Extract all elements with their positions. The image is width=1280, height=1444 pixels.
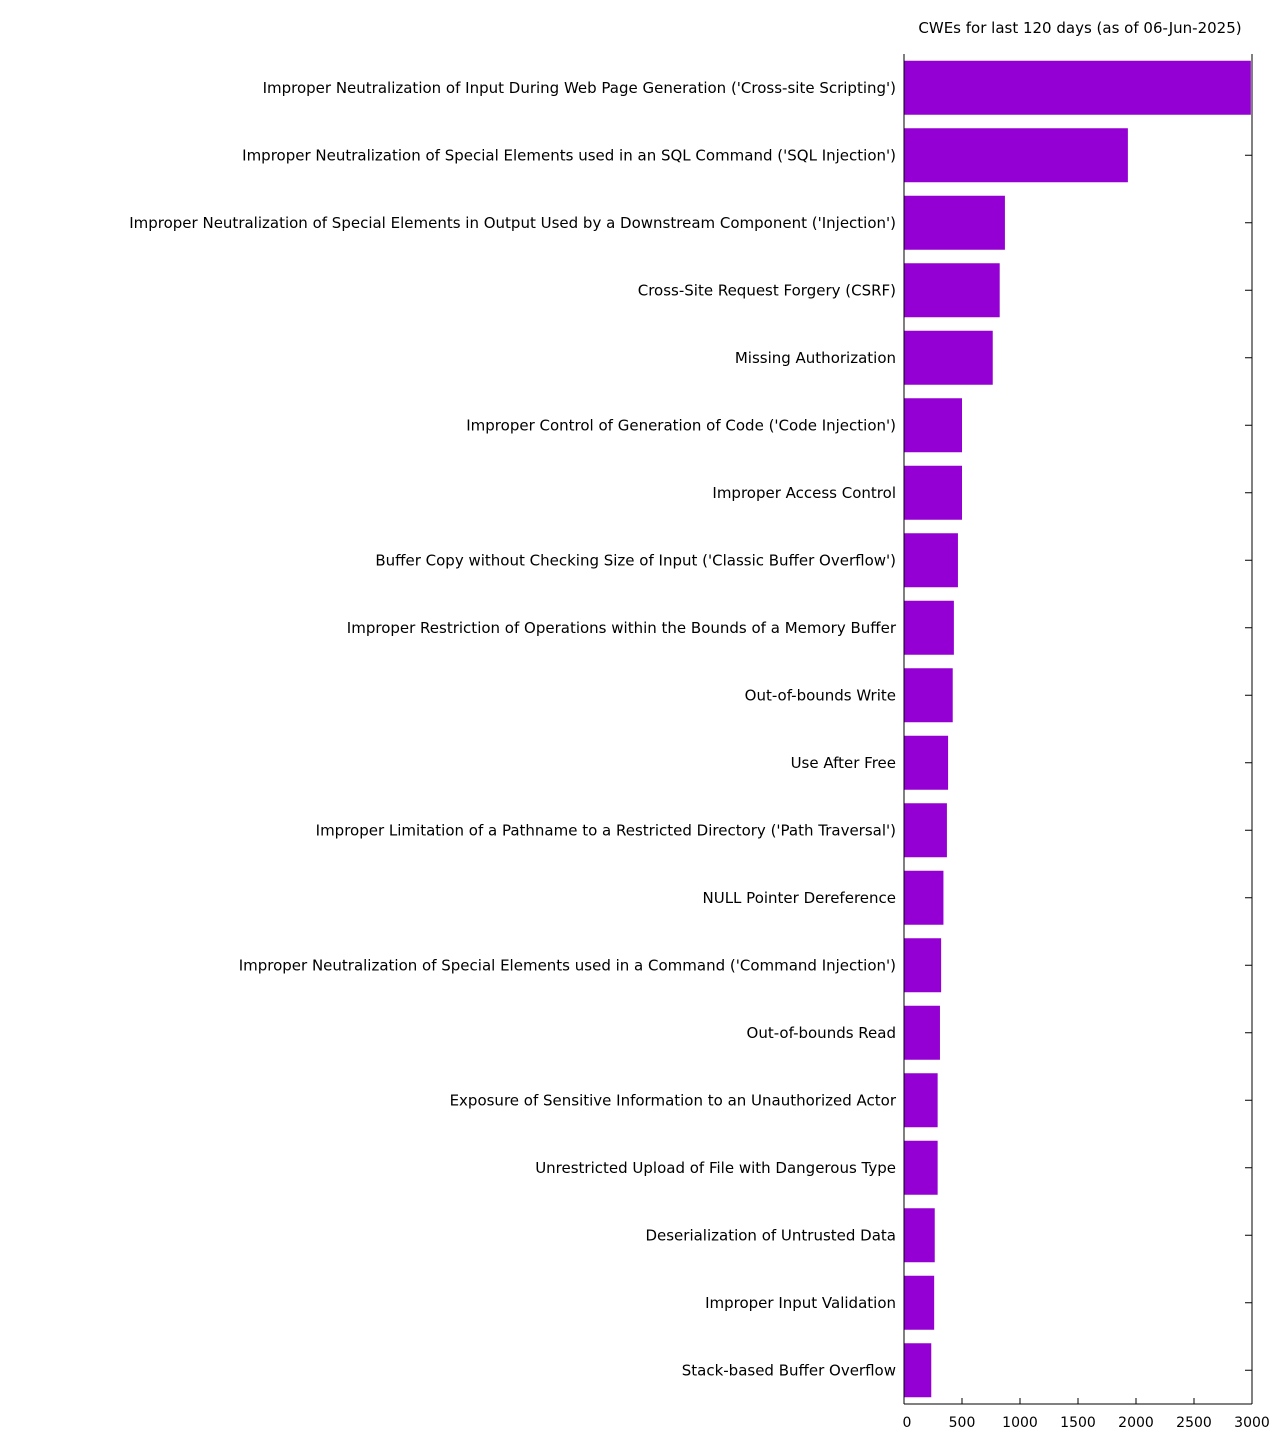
category-label: Buffer Copy without Checking Size of Inp… [375,551,896,569]
bar [904,195,1005,250]
category-label: Unrestricted Upload of File with Dangero… [535,1159,896,1177]
bar [904,938,942,993]
x-tick-label: 2000 [1118,1415,1154,1431]
bar [904,870,944,925]
bar [904,1140,938,1195]
x-tick-label: 2500 [1176,1415,1212,1431]
bars-layer [904,60,1251,1398]
category-label: Improper Access Control [712,484,896,502]
bar [904,735,949,790]
category-label: Out-of-bounds Read [747,1024,896,1042]
category-label: Improper Limitation of a Pathname to a R… [316,821,896,839]
bar [904,1005,940,1060]
category-label: Use After Free [791,754,896,772]
bar [904,1343,932,1398]
bar [904,600,954,655]
x-tick-label: 1500 [1060,1415,1096,1431]
bar [904,128,1128,183]
x-tick-label: 3000 [1234,1415,1270,1431]
x-tick-label: 1000 [1002,1415,1038,1431]
category-label: Stack-based Buffer Overflow [682,1361,896,1379]
category-label: Improper Neutralization of Special Eleme… [239,956,896,974]
category-label: Exposure of Sensitive Information to an … [450,1091,897,1109]
x-tick-label: 0 [903,1415,912,1431]
category-label: Deserialization of Untrusted Data [645,1226,896,1244]
bar [904,1275,935,1330]
bar [904,398,962,453]
category-label: Improper Control of Generation of Code (… [466,416,896,434]
category-label: Improper Neutralization of Input During … [263,79,896,97]
bar [904,330,993,385]
bar [904,60,1251,115]
bar [904,668,953,723]
category-label: Missing Authorization [735,349,896,367]
category-label: Out-of-bounds Write [745,686,896,704]
category-label: Improper Neutralization of Special Eleme… [242,146,896,164]
category-label: Improper Input Validation [705,1294,896,1312]
x-tick-label: 500 [949,1415,976,1431]
category-label: Improper Restriction of Operations withi… [347,619,897,637]
category-labels: Improper Neutralization of Input During … [129,79,897,1380]
category-label: Cross-Site Request Forgery (CSRF) [638,281,896,299]
bar [904,1208,935,1263]
bar [904,1073,938,1128]
bar [904,263,1000,318]
chart-title: CWEs for last 120 days (as of 06-Jun-202… [918,19,1241,37]
bar [904,465,962,520]
category-label: Improper Neutralization of Special Eleme… [129,214,896,232]
category-label: NULL Pointer Dereference [703,889,897,907]
axes: 0 500 1000 1500 2000 2500 3000 [903,54,1270,1431]
bar [904,533,958,588]
bar [904,803,947,858]
